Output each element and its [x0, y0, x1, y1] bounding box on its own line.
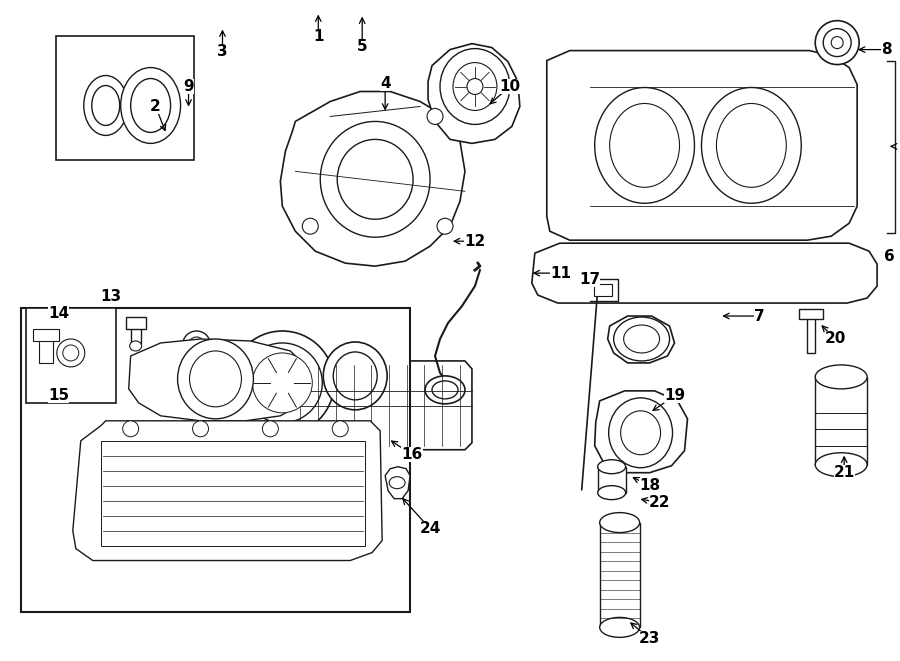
Ellipse shape: [122, 421, 139, 437]
Text: 16: 16: [401, 447, 423, 462]
Ellipse shape: [598, 486, 626, 500]
Ellipse shape: [599, 513, 640, 533]
Polygon shape: [73, 421, 382, 561]
Polygon shape: [595, 391, 688, 473]
Bar: [39, 335, 53, 363]
Text: 15: 15: [49, 389, 69, 403]
Text: 5: 5: [357, 39, 367, 54]
Bar: [56, 36, 194, 161]
Text: 13: 13: [100, 289, 122, 303]
Polygon shape: [284, 361, 472, 449]
Text: 19: 19: [664, 389, 685, 403]
Ellipse shape: [815, 453, 867, 477]
Polygon shape: [547, 51, 857, 240]
Ellipse shape: [437, 218, 453, 234]
Bar: [807, 313, 815, 353]
Bar: [599, 523, 640, 627]
Text: 18: 18: [639, 478, 660, 493]
Ellipse shape: [242, 343, 322, 423]
Text: 21: 21: [833, 465, 855, 480]
Text: 17: 17: [579, 272, 600, 287]
Ellipse shape: [599, 617, 640, 637]
Ellipse shape: [598, 460, 626, 474]
Text: 23: 23: [639, 631, 661, 646]
Bar: [130, 323, 140, 343]
Ellipse shape: [230, 331, 334, 435]
Ellipse shape: [130, 341, 141, 351]
Text: 7: 7: [754, 309, 765, 323]
Ellipse shape: [130, 79, 171, 132]
Polygon shape: [281, 91, 465, 266]
Text: 11: 11: [550, 266, 572, 281]
Text: 4: 4: [380, 76, 391, 91]
Ellipse shape: [425, 376, 465, 404]
Ellipse shape: [467, 79, 483, 95]
Ellipse shape: [302, 218, 319, 234]
Ellipse shape: [389, 477, 405, 488]
Ellipse shape: [252, 353, 312, 413]
Text: 8: 8: [881, 42, 891, 57]
Text: 6: 6: [884, 249, 895, 264]
Ellipse shape: [190, 351, 241, 407]
Polygon shape: [532, 243, 878, 303]
Ellipse shape: [824, 28, 851, 57]
Ellipse shape: [189, 337, 204, 353]
Ellipse shape: [84, 75, 128, 136]
Ellipse shape: [440, 49, 510, 124]
Text: 12: 12: [464, 234, 486, 249]
Bar: [815, 377, 867, 465]
Ellipse shape: [427, 108, 443, 124]
Text: 22: 22: [649, 495, 670, 510]
Ellipse shape: [57, 339, 85, 367]
Bar: [126, 317, 146, 329]
Ellipse shape: [701, 87, 801, 204]
Text: 10: 10: [500, 79, 520, 94]
Ellipse shape: [609, 104, 680, 187]
Ellipse shape: [815, 365, 867, 389]
Polygon shape: [129, 339, 305, 421]
Ellipse shape: [333, 352, 377, 400]
Ellipse shape: [614, 317, 670, 361]
Bar: [594, 284, 612, 296]
Bar: [21, 308, 410, 612]
Polygon shape: [608, 316, 674, 363]
Ellipse shape: [177, 339, 254, 419]
Text: 24: 24: [419, 521, 441, 536]
Bar: [26, 308, 116, 403]
Ellipse shape: [338, 139, 413, 219]
Bar: [598, 467, 626, 492]
Ellipse shape: [121, 67, 181, 143]
Ellipse shape: [595, 87, 695, 204]
Ellipse shape: [92, 85, 120, 126]
Ellipse shape: [183, 331, 211, 359]
Ellipse shape: [323, 342, 387, 410]
Ellipse shape: [320, 122, 430, 237]
Ellipse shape: [263, 421, 278, 437]
Text: 14: 14: [49, 305, 69, 321]
Ellipse shape: [624, 325, 660, 353]
Ellipse shape: [193, 421, 209, 437]
Ellipse shape: [453, 63, 497, 110]
Ellipse shape: [621, 411, 661, 455]
Polygon shape: [101, 441, 365, 545]
Polygon shape: [428, 44, 520, 143]
Ellipse shape: [832, 36, 843, 49]
Ellipse shape: [63, 345, 79, 361]
Ellipse shape: [270, 371, 294, 395]
Ellipse shape: [716, 104, 787, 187]
Bar: [33, 329, 58, 341]
Ellipse shape: [608, 398, 672, 468]
Text: 1: 1: [313, 29, 323, 44]
Ellipse shape: [815, 20, 859, 65]
Polygon shape: [385, 467, 410, 498]
Ellipse shape: [332, 421, 348, 437]
Ellipse shape: [432, 381, 458, 399]
Text: 20: 20: [824, 331, 846, 346]
Text: 9: 9: [184, 79, 194, 94]
Bar: [799, 309, 824, 319]
Text: 2: 2: [150, 99, 161, 114]
Text: 3: 3: [217, 44, 228, 59]
